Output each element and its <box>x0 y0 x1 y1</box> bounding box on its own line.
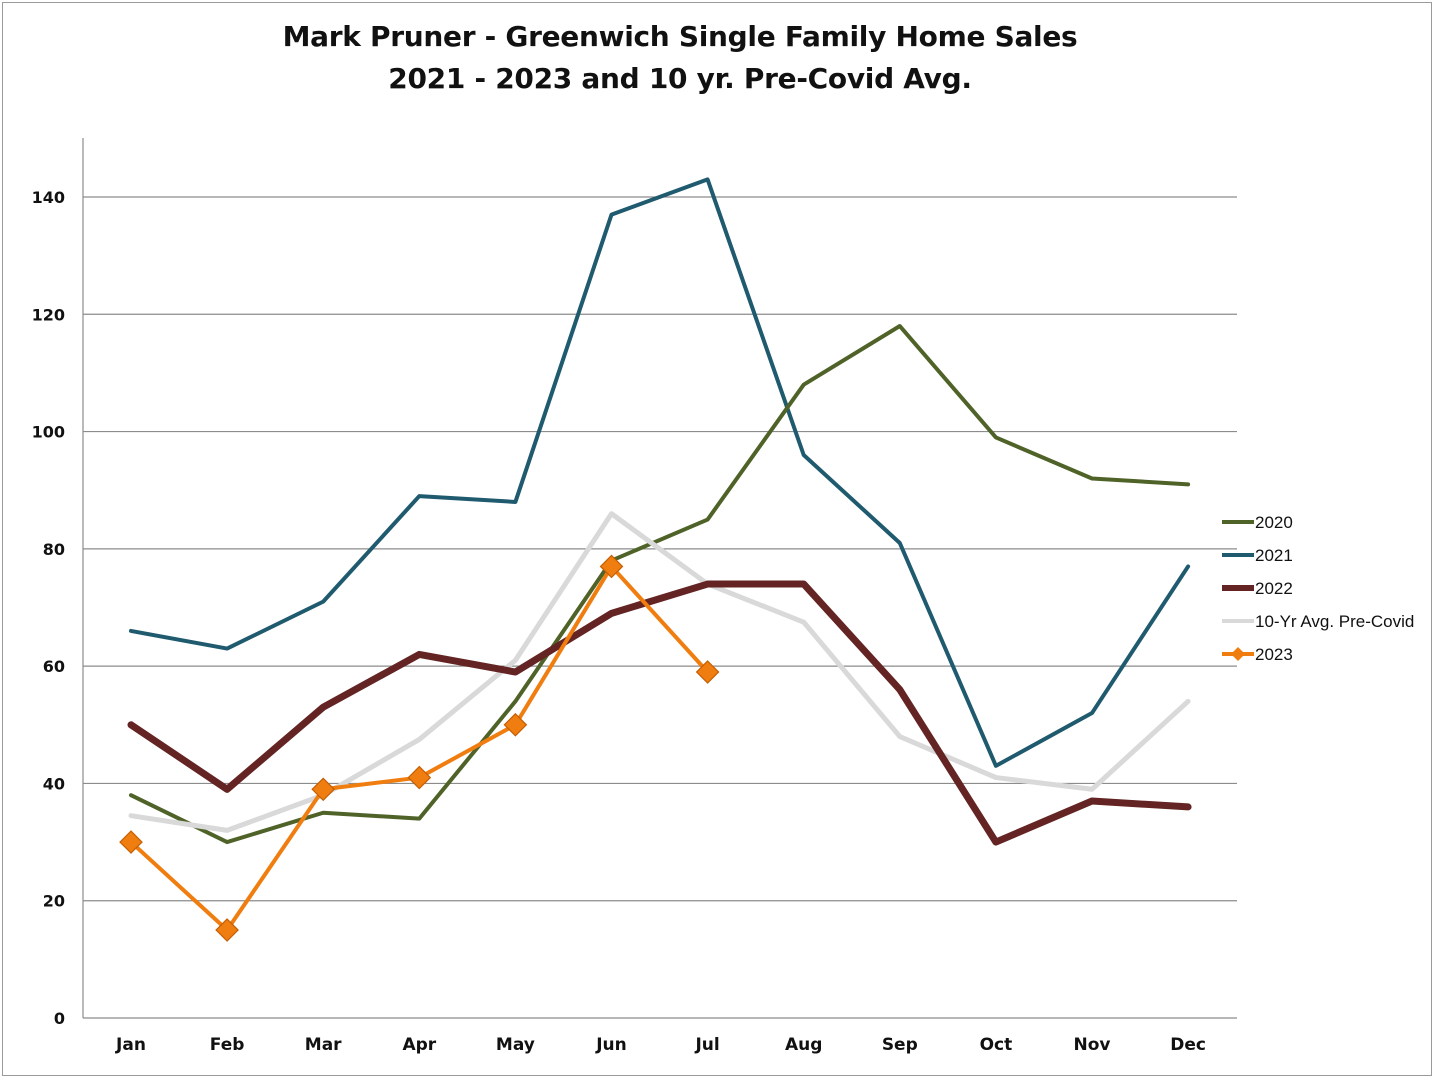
legend: 2020 2021 2022 10-Yr Avg. Pre-Covid 2023 <box>1222 513 1414 664</box>
legend-marker <box>1231 647 1245 661</box>
x-tick-jun: Jun <box>595 1035 627 1055</box>
series-line-2020 <box>129 324 1191 845</box>
legend-label: 2022 <box>1255 579 1293 598</box>
y-tick-20: 20 <box>43 892 65 911</box>
legend-item-2022: 2022 <box>1222 579 1293 598</box>
point-2023-jan <box>119 830 143 854</box>
chart-subtitle: 2021 - 2023 and 10 yr. Pre-Covid Avg. <box>388 62 972 95</box>
x-tick-mar: Mar <box>305 1035 342 1055</box>
point-2023-apr <box>407 765 432 790</box>
axes <box>82 138 1237 1019</box>
x-axis-ticks: Jan Feb Mar Apr May Jun Jul Aug Sep Oct Nov Dec <box>115 1035 1206 1055</box>
x-tick-jul: Jul <box>694 1035 719 1055</box>
y-tick-140: 140 <box>32 188 65 207</box>
y-tick-120: 120 <box>32 305 65 324</box>
legend-label: 2023 <box>1255 645 1293 664</box>
x-tick-nov: Nov <box>1074 1035 1111 1055</box>
y-tick-40: 40 <box>43 774 65 793</box>
point-2023-jul <box>695 660 720 684</box>
x-tick-jan: Jan <box>115 1035 146 1055</box>
legend-label: 2020 <box>1255 513 1293 532</box>
y-axis-ticks: 0 20 40 60 80 100 120 140 <box>32 188 65 1028</box>
point-2023-feb <box>215 918 239 942</box>
x-tick-feb: Feb <box>210 1035 245 1055</box>
x-tick-dec: Dec <box>1170 1035 1206 1055</box>
y-tick-80: 80 <box>43 540 65 559</box>
legend-item-10-yr-avg-pre-covid: 10-Yr Avg. Pre-Covid <box>1222 612 1414 631</box>
chart-title: Mark Pruner - Greenwich Single Family Ho… <box>282 20 1078 53</box>
series-line-2021 <box>129 177 1191 768</box>
x-tick-may: May <box>496 1035 535 1055</box>
series-line-2022 <box>127 580 1192 846</box>
legend-item-2021: 2021 <box>1222 546 1293 565</box>
legend-item-2020: 2020 <box>1222 513 1293 532</box>
point-2023-jun <box>599 554 624 579</box>
legend-label: 2021 <box>1255 546 1293 565</box>
point-2023-mar <box>311 777 336 802</box>
x-tick-sep: Sep <box>882 1035 918 1055</box>
y-tick-0: 0 <box>54 1009 65 1028</box>
x-tick-apr: Apr <box>402 1035 436 1055</box>
y-tick-100: 100 <box>32 423 65 442</box>
y-tick-60: 60 <box>43 657 65 676</box>
series-line-2023 <box>129 564 710 933</box>
x-tick-aug: Aug <box>785 1035 822 1055</box>
legend-item-2023: 2023 <box>1222 645 1293 664</box>
series-line-10-yr-avg-pre-covid <box>128 511 1191 833</box>
legend-label: 10-Yr Avg. Pre-Covid <box>1255 612 1414 631</box>
x-tick-oct: Oct <box>980 1035 1013 1055</box>
point-2023-may <box>503 712 528 737</box>
series-lines <box>119 177 1192 942</box>
